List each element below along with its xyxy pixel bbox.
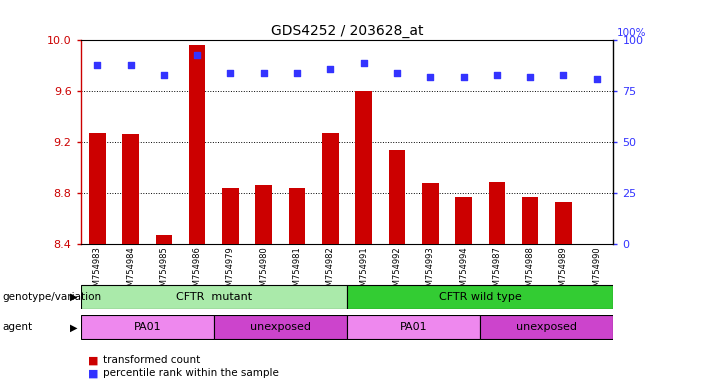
Text: CFTR wild type: CFTR wild type <box>439 291 522 302</box>
Bar <box>89 133 106 244</box>
Bar <box>522 197 538 244</box>
Text: PA01: PA01 <box>133 322 161 333</box>
Bar <box>355 91 372 244</box>
Point <box>524 74 536 80</box>
Point <box>458 74 469 80</box>
Bar <box>81 285 347 309</box>
Bar <box>422 183 439 244</box>
Bar <box>214 315 347 339</box>
Bar <box>455 197 472 244</box>
Text: 100%: 100% <box>617 28 646 38</box>
Text: ▶: ▶ <box>69 291 77 302</box>
Bar <box>388 150 405 244</box>
Bar <box>81 315 214 339</box>
Point <box>358 60 369 66</box>
Point <box>391 70 402 76</box>
Point <box>491 72 503 78</box>
Bar <box>480 315 613 339</box>
Text: transformed count: transformed count <box>103 355 200 365</box>
Point <box>558 72 569 78</box>
Bar <box>289 188 306 244</box>
Bar <box>222 188 239 244</box>
Text: percentile rank within the sample: percentile rank within the sample <box>103 368 279 378</box>
Text: ■: ■ <box>88 355 98 365</box>
Bar <box>347 285 613 309</box>
Title: GDS4252 / 203628_at: GDS4252 / 203628_at <box>271 24 423 38</box>
Point <box>258 70 269 76</box>
Point <box>125 62 136 68</box>
Bar <box>156 235 172 244</box>
Text: ▶: ▶ <box>69 322 77 333</box>
Point <box>591 76 602 82</box>
Point <box>92 62 103 68</box>
Bar <box>189 45 205 244</box>
Point <box>225 70 236 76</box>
Point <box>158 72 170 78</box>
Text: ■: ■ <box>88 368 98 378</box>
Bar <box>122 134 139 244</box>
Bar <box>322 133 339 244</box>
Point <box>191 51 203 58</box>
Point <box>325 66 336 72</box>
Bar <box>347 315 480 339</box>
Text: CFTR  mutant: CFTR mutant <box>176 291 252 302</box>
Bar <box>489 182 505 244</box>
Point <box>292 70 303 76</box>
Text: PA01: PA01 <box>400 322 428 333</box>
Bar <box>255 185 272 244</box>
Point <box>425 74 436 80</box>
Bar <box>555 202 572 244</box>
Text: genotype/variation: genotype/variation <box>2 291 101 302</box>
Text: unexposed: unexposed <box>250 322 311 333</box>
Text: agent: agent <box>2 322 32 333</box>
Text: unexposed: unexposed <box>516 322 578 333</box>
